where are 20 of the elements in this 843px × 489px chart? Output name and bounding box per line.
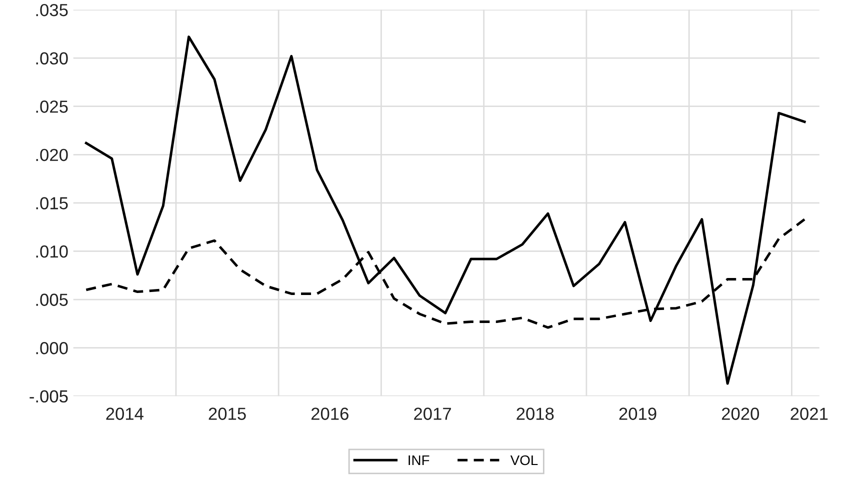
legend-label: INF <box>408 455 430 466</box>
y-tick-label: .030 <box>36 52 68 65</box>
x-tick-label: 2014 <box>106 408 144 420</box>
y-tick-label: .020 <box>36 148 68 162</box>
x-tick-label: 2015 <box>208 408 246 420</box>
legend-label: VOL <box>510 455 538 466</box>
line-series <box>84 36 806 385</box>
x-tick-label: 2017 <box>414 408 451 420</box>
y-tick-label: .025 <box>36 100 68 113</box>
x-tick-label: 2016 <box>311 408 348 420</box>
y-tick-label: .035 <box>36 4 68 16</box>
y-tick-label: .000 <box>36 342 68 354</box>
y-tick-label: .015 <box>36 197 68 210</box>
y-tick-label: .010 <box>36 245 68 258</box>
y-tick-label: -.005 <box>30 390 68 403</box>
x-tick-label: 2020 <box>722 408 760 420</box>
x-tick-label: 2021 <box>790 408 828 420</box>
x-tick-label: 2019 <box>619 408 656 420</box>
y-tick-label: .005 <box>36 294 68 306</box>
x-tick-label: 2018 <box>516 408 554 420</box>
